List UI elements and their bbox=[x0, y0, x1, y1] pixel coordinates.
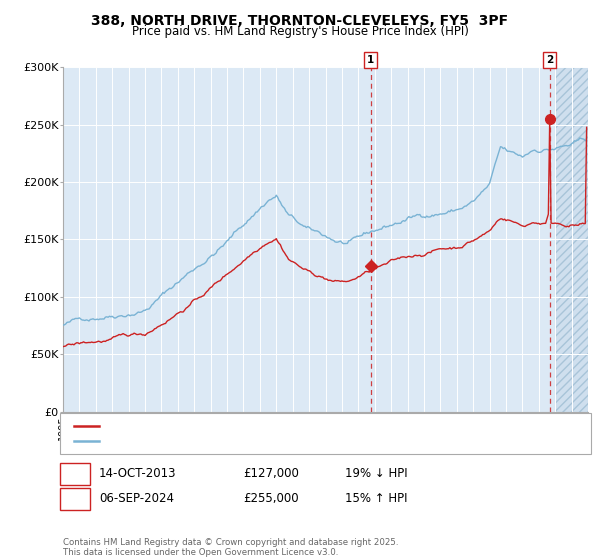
Bar bbox=[555, 67, 588, 412]
Text: 19% ↓ HPI: 19% ↓ HPI bbox=[345, 467, 407, 480]
Text: 14-OCT-2013: 14-OCT-2013 bbox=[99, 467, 176, 480]
Text: £127,000: £127,000 bbox=[243, 467, 299, 480]
Text: 2: 2 bbox=[71, 494, 79, 504]
Text: Contains HM Land Registry data © Crown copyright and database right 2025.
This d: Contains HM Land Registry data © Crown c… bbox=[63, 538, 398, 557]
Text: 388, NORTH DRIVE, THORNTON-CLEVELEYS, FY5 3PF (detached house): 388, NORTH DRIVE, THORNTON-CLEVELEYS, FY… bbox=[105, 421, 473, 431]
Text: 2: 2 bbox=[546, 55, 553, 65]
Bar bbox=[555, 67, 588, 412]
Text: £255,000: £255,000 bbox=[243, 492, 299, 506]
Text: HPI: Average price, detached house, Blackpool: HPI: Average price, detached house, Blac… bbox=[105, 436, 349, 446]
Text: 1: 1 bbox=[367, 55, 374, 65]
Text: 388, NORTH DRIVE, THORNTON-CLEVELEYS, FY5  3PF: 388, NORTH DRIVE, THORNTON-CLEVELEYS, FY… bbox=[91, 14, 509, 28]
Text: 06-SEP-2024: 06-SEP-2024 bbox=[99, 492, 174, 506]
Text: 15% ↑ HPI: 15% ↑ HPI bbox=[345, 492, 407, 506]
Text: 1: 1 bbox=[71, 469, 79, 479]
Text: Price paid vs. HM Land Registry's House Price Index (HPI): Price paid vs. HM Land Registry's House … bbox=[131, 25, 469, 38]
